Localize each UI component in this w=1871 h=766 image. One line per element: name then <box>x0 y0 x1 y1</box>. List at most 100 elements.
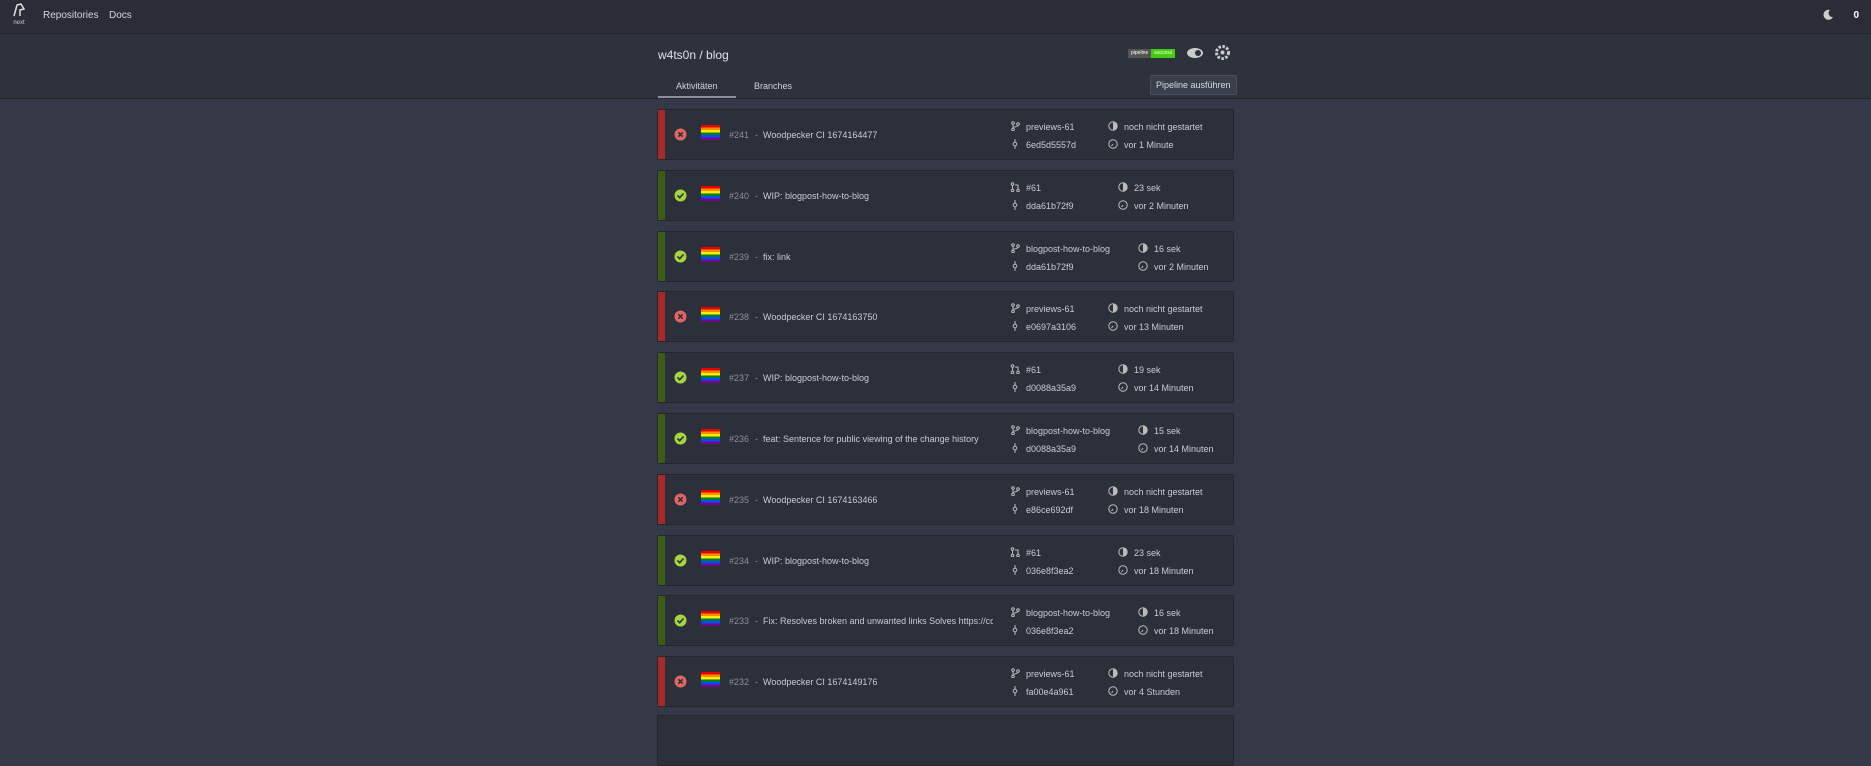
pr-icon <box>1010 546 1020 557</box>
pipeline-number: #235 <box>729 494 750 505</box>
ref: #61 <box>1026 547 1042 558</box>
pipeline-card[interactable]: #234- WIP: blogpost-how-to-blog #61 036e8f3… <box>657 534 1234 586</box>
repo-header: w4ts0n / blog pipeline success Aktivität… <box>0 34 1871 99</box>
ref: previews-61 <box>1026 304 1075 315</box>
since-icon <box>1118 382 1128 392</box>
avatar <box>701 125 720 140</box>
since-icon <box>1108 504 1118 514</box>
since-icon <box>1118 200 1128 210</box>
commit-message: Woodpecker CI 1674164477 <box>763 130 878 140</box>
pr-icon <box>1010 364 1020 375</box>
pipeline-card[interactable]: #236- feat: Sentence for public viewing o… <box>657 413 1234 464</box>
commit-message: WIP: blogpost-how-to-blog <box>763 555 870 566</box>
duration-icon <box>1118 546 1128 557</box>
commit-message: fix: link <box>763 251 791 262</box>
commit-icon <box>1012 260 1018 271</box>
status-badge: pipeline success <box>1128 49 1176 58</box>
pipeline-number: #236 <box>729 434 750 444</box>
pipeline-card[interactable]: #241- Woodpecker CI 1674164477 previews-61… <box>657 109 1234 160</box>
status-bar <box>658 596 665 646</box>
pipeline-card[interactable]: #239- fix: link blogpost-how-to-blog dda61b… <box>657 230 1234 282</box>
pr-icon <box>1010 181 1020 192</box>
pipeline-card[interactable]: #237- WIP: blogpost-how-to-blog #61 d0088a3… <box>657 352 1234 404</box>
duration: 15 sek <box>1154 426 1181 436</box>
since: vor 18 Minuten <box>1154 626 1214 637</box>
tab[interactable]: Branches <box>754 81 793 91</box>
separator: - <box>755 130 758 140</box>
pipeline-number: #233 <box>729 616 750 627</box>
since: vor 2 Minuten <box>1154 261 1209 272</box>
theme-toggle[interactable] <box>1822 9 1834 21</box>
status-bar <box>658 657 665 707</box>
since: vor 13 Minuten <box>1124 322 1184 333</box>
status-bar <box>658 110 665 159</box>
commit-sha: 6ed5d5557d <box>1026 140 1077 150</box>
commit-message: Fix: Resolves broken and unwanted links … <box>763 616 993 627</box>
separator: - <box>755 312 758 323</box>
forge-icon[interactable] <box>1186 46 1205 59</box>
separator: - <box>755 251 758 262</box>
pipeline-card[interactable]: #235- Woodpecker CI 1674163466 previews-61… <box>657 473 1234 525</box>
since: vor 14 Minuten <box>1154 444 1214 454</box>
duration: 19 sek <box>1134 365 1161 376</box>
commit-icon <box>1012 564 1018 575</box>
avatar <box>701 246 720 262</box>
commit-sha: e0697a3106 <box>1026 322 1077 333</box>
commit-sha: dda61b72f9 <box>1026 200 1074 211</box>
since: vor 2 Minuten <box>1134 200 1189 211</box>
duration: 23 sek <box>1134 182 1161 193</box>
duration-icon <box>1138 425 1148 435</box>
pipeline-number: #232 <box>729 677 750 688</box>
settings-icon[interactable] <box>1214 44 1231 61</box>
duration-icon <box>1108 486 1118 496</box>
badge-label: pipeline <box>1128 49 1152 58</box>
pipeline-card[interactable]: #232- Woodpecker CI 1674149176 previews-61… <box>657 656 1234 708</box>
commit-icon <box>1012 625 1018 636</box>
commit-message: WIP: blogpost-how-to-blog <box>763 190 870 201</box>
pipeline-card[interactable] <box>657 715 1234 766</box>
commit-message: WIP: blogpost-how-to-blog <box>763 373 870 384</box>
status-icon <box>674 310 687 323</box>
duration: 16 sek <box>1154 243 1181 254</box>
avatar <box>701 307 720 323</box>
commit-sha: 036e8f3ea2 <box>1026 626 1074 637</box>
counter[interactable]: 0 <box>1853 10 1859 21</box>
commit-sha: dda61b72f9 <box>1026 261 1074 272</box>
nav-link[interactable]: Docs <box>109 10 132 21</box>
separator: - <box>755 434 758 444</box>
avatar <box>701 489 720 505</box>
since: vor 14 Minuten <box>1134 383 1194 394</box>
pipeline-card[interactable]: #238- Woodpecker CI 1674163750 previews-61… <box>657 291 1234 343</box>
since-icon <box>1138 625 1148 636</box>
commit-icon <box>1012 443 1018 453</box>
top-nav: next Repositories Docs 0 <box>0 0 1871 34</box>
commit-message: feat: Sentence for public viewing of the… <box>763 434 979 444</box>
commit-icon <box>1012 321 1018 332</box>
separator: - <box>755 190 758 201</box>
status-icon <box>674 189 687 202</box>
run-pipeline-button[interactable]: Pipeline ausführen <box>1150 75 1237 95</box>
duration-icon <box>1138 607 1148 618</box>
commit-sha: 036e8f3ea2 <box>1026 565 1074 576</box>
tab[interactable]: Aktivitäten <box>658 81 736 98</box>
duration: 16 sek <box>1154 608 1181 619</box>
pipeline-number: #237 <box>729 373 750 384</box>
pipeline-card[interactable]: #233- Fix: Resolves broken and unwanted l… <box>657 595 1234 647</box>
status-bar <box>658 474 665 524</box>
status-icon <box>674 371 687 384</box>
separator: - <box>755 616 758 627</box>
since-icon <box>1118 564 1128 575</box>
separator: - <box>755 677 758 688</box>
avatar <box>701 611 720 627</box>
duration-icon <box>1108 668 1118 678</box>
duration: 23 sek <box>1134 547 1161 558</box>
ref: #61 <box>1026 182 1042 193</box>
branch-icon <box>1011 668 1020 679</box>
duration: noch nicht gestartet <box>1124 669 1203 680</box>
nav-link[interactable]: Repositories <box>43 10 99 21</box>
pipeline-card[interactable]: #240- WIP: blogpost-how-to-blog #61 dda61b7… <box>657 169 1234 221</box>
branch-icon <box>1011 485 1020 496</box>
commit-icon <box>1012 686 1018 697</box>
ref: previews-61 <box>1026 486 1075 497</box>
